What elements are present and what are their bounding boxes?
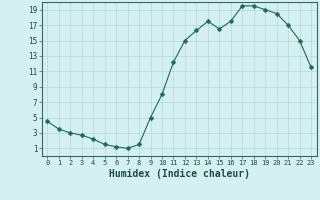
X-axis label: Humidex (Indice chaleur): Humidex (Indice chaleur) <box>109 169 250 179</box>
